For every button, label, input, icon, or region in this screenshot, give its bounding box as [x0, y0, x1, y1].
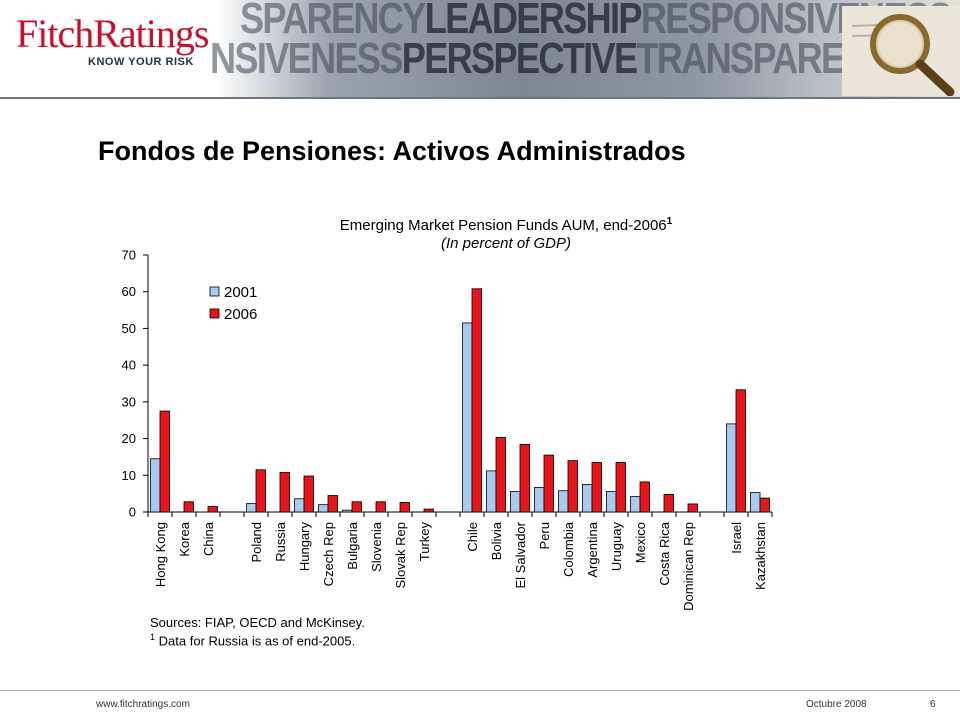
- bar-2006: [639, 481, 650, 513]
- y-tick-label: 40: [122, 358, 136, 373]
- x-category-label: Hungary: [297, 522, 312, 572]
- bar-2006: [591, 462, 602, 513]
- x-category-label: Poland: [249, 522, 264, 562]
- y-tick-label: 0: [129, 505, 136, 520]
- bar-2006: [327, 495, 338, 513]
- page-number: 6: [930, 699, 936, 710]
- footer-divider: [0, 690, 960, 691]
- bar-2006: [471, 288, 482, 513]
- y-tick-label: 20: [122, 431, 136, 446]
- bar-2006: [663, 493, 674, 513]
- bar-2006: [375, 501, 386, 513]
- bar-2001: [558, 490, 569, 513]
- bar-chart: 0 10 20 30 40 50 60 70 Hong Kong Korea China Poland…: [122, 248, 773, 611]
- x-category-label: China: [201, 521, 216, 556]
- logo-text: FitchRatings: [16, 11, 209, 56]
- bar-2006: [423, 508, 434, 513]
- x-category-label: Argentina: [585, 521, 600, 577]
- x-category-label: Russia: [273, 521, 288, 562]
- x-category-label: Kazakhstan: [753, 522, 768, 590]
- sources-note: Sources: FIAP, OECD and McKinsey.: [150, 615, 365, 630]
- logo-tagline: KNOW YOUR RISK: [88, 56, 194, 68]
- x-category-label: Costa Rica: [657, 521, 672, 585]
- bar-2006: [519, 444, 530, 513]
- bar-2001: [246, 503, 257, 513]
- bar-2006: [303, 475, 314, 513]
- bar-2006: [255, 469, 266, 513]
- bar-2001: [510, 491, 521, 513]
- bar-2001: [606, 491, 617, 513]
- x-category-label: Chile: [465, 522, 480, 552]
- bar-2001: [534, 487, 545, 513]
- bar-2006: [351, 501, 362, 513]
- bar-2001: [318, 504, 329, 513]
- bar-2006: [759, 497, 770, 513]
- chart-title-text: Emerging Market Pension Funds AUM, end-2…: [339, 217, 667, 234]
- x-category-label: Uruguay: [609, 522, 624, 572]
- bar-2006: [399, 502, 410, 513]
- x-category-label: Peru: [537, 522, 552, 549]
- bar-2006: [279, 471, 290, 513]
- x-category-label: Colombia: [561, 521, 576, 577]
- bar-2006: [567, 460, 578, 513]
- chart-subtitle: (In percent of GDP): [440, 235, 572, 252]
- legend-label-2001: 2001: [224, 284, 257, 301]
- bar-2006: [495, 437, 506, 513]
- y-tick-label: 70: [122, 248, 136, 263]
- bar-2001: [486, 470, 497, 513]
- y-tick-label: 30: [122, 394, 136, 409]
- footnote-text: Data for Russia is as of end-2005.: [158, 633, 356, 649]
- chart-title: Emerging Market Pension Funds AUM, end-2…: [0, 216, 960, 234]
- bar-2001: [294, 498, 305, 513]
- legend-swatch-2006: [209, 308, 220, 319]
- bar-2006: [615, 462, 626, 513]
- footnote: 1 Data for Russia is as of end-2005.: [150, 632, 355, 648]
- x-category-label: Dominican Rep: [681, 522, 696, 611]
- x-category-label: El Salvador: [513, 521, 528, 588]
- bar-2001: [342, 509, 353, 513]
- x-category-label: Mexico: [633, 522, 648, 563]
- magnifying-glass-icon: [842, 6, 960, 96]
- bar-2001: [150, 458, 161, 513]
- y-tick-label: 50: [122, 321, 136, 336]
- bar-2006: [183, 501, 194, 513]
- x-category-label: Hong Kong: [153, 522, 168, 587]
- y-tick-label: 60: [122, 284, 136, 299]
- bar-2006: [687, 503, 698, 513]
- chart-title-footnote-mark: 1: [666, 216, 673, 227]
- bar-2001: [582, 484, 593, 513]
- banner-divider: [0, 97, 960, 99]
- bar-2006: [159, 410, 170, 513]
- bar-2001: [726, 423, 737, 513]
- footer-date: Octubre 2008: [806, 699, 867, 710]
- bar-2006: [735, 389, 746, 513]
- x-category-label: Bolivia: [489, 521, 504, 560]
- x-category-label: Bulgaria: [345, 521, 360, 569]
- fitch-logo: FitchRatings KNOW YOUR RISK: [16, 11, 209, 69]
- footnote-mark: 1: [150, 632, 156, 642]
- bar-2006: [207, 506, 218, 513]
- x-category-label: Czech Rep: [321, 522, 336, 586]
- x-category-label: Turkey: [417, 522, 432, 562]
- bar-2006: [543, 454, 554, 513]
- bar-2001: [630, 496, 641, 513]
- x-category-label: Slovenia: [369, 521, 384, 572]
- x-category-label: Slovak Rep: [393, 522, 408, 588]
- legend-swatch-2001: [209, 286, 220, 297]
- bar-2001: [750, 492, 761, 513]
- x-category-label: Israel: [729, 522, 744, 554]
- header-banner: SPARENCYLEADERSHIPRESPONSIVENESS NSIVENE…: [0, 0, 960, 97]
- footer-url[interactable]: www.fitchratings.com: [96, 699, 190, 710]
- page-title: Fondos de Pensiones: Activos Administrad…: [98, 136, 686, 166]
- bar-2001: [462, 322, 473, 513]
- legend-label-2006: 2006: [224, 306, 257, 323]
- x-category-label: Korea: [177, 521, 192, 556]
- y-tick-label: 10: [122, 468, 136, 483]
